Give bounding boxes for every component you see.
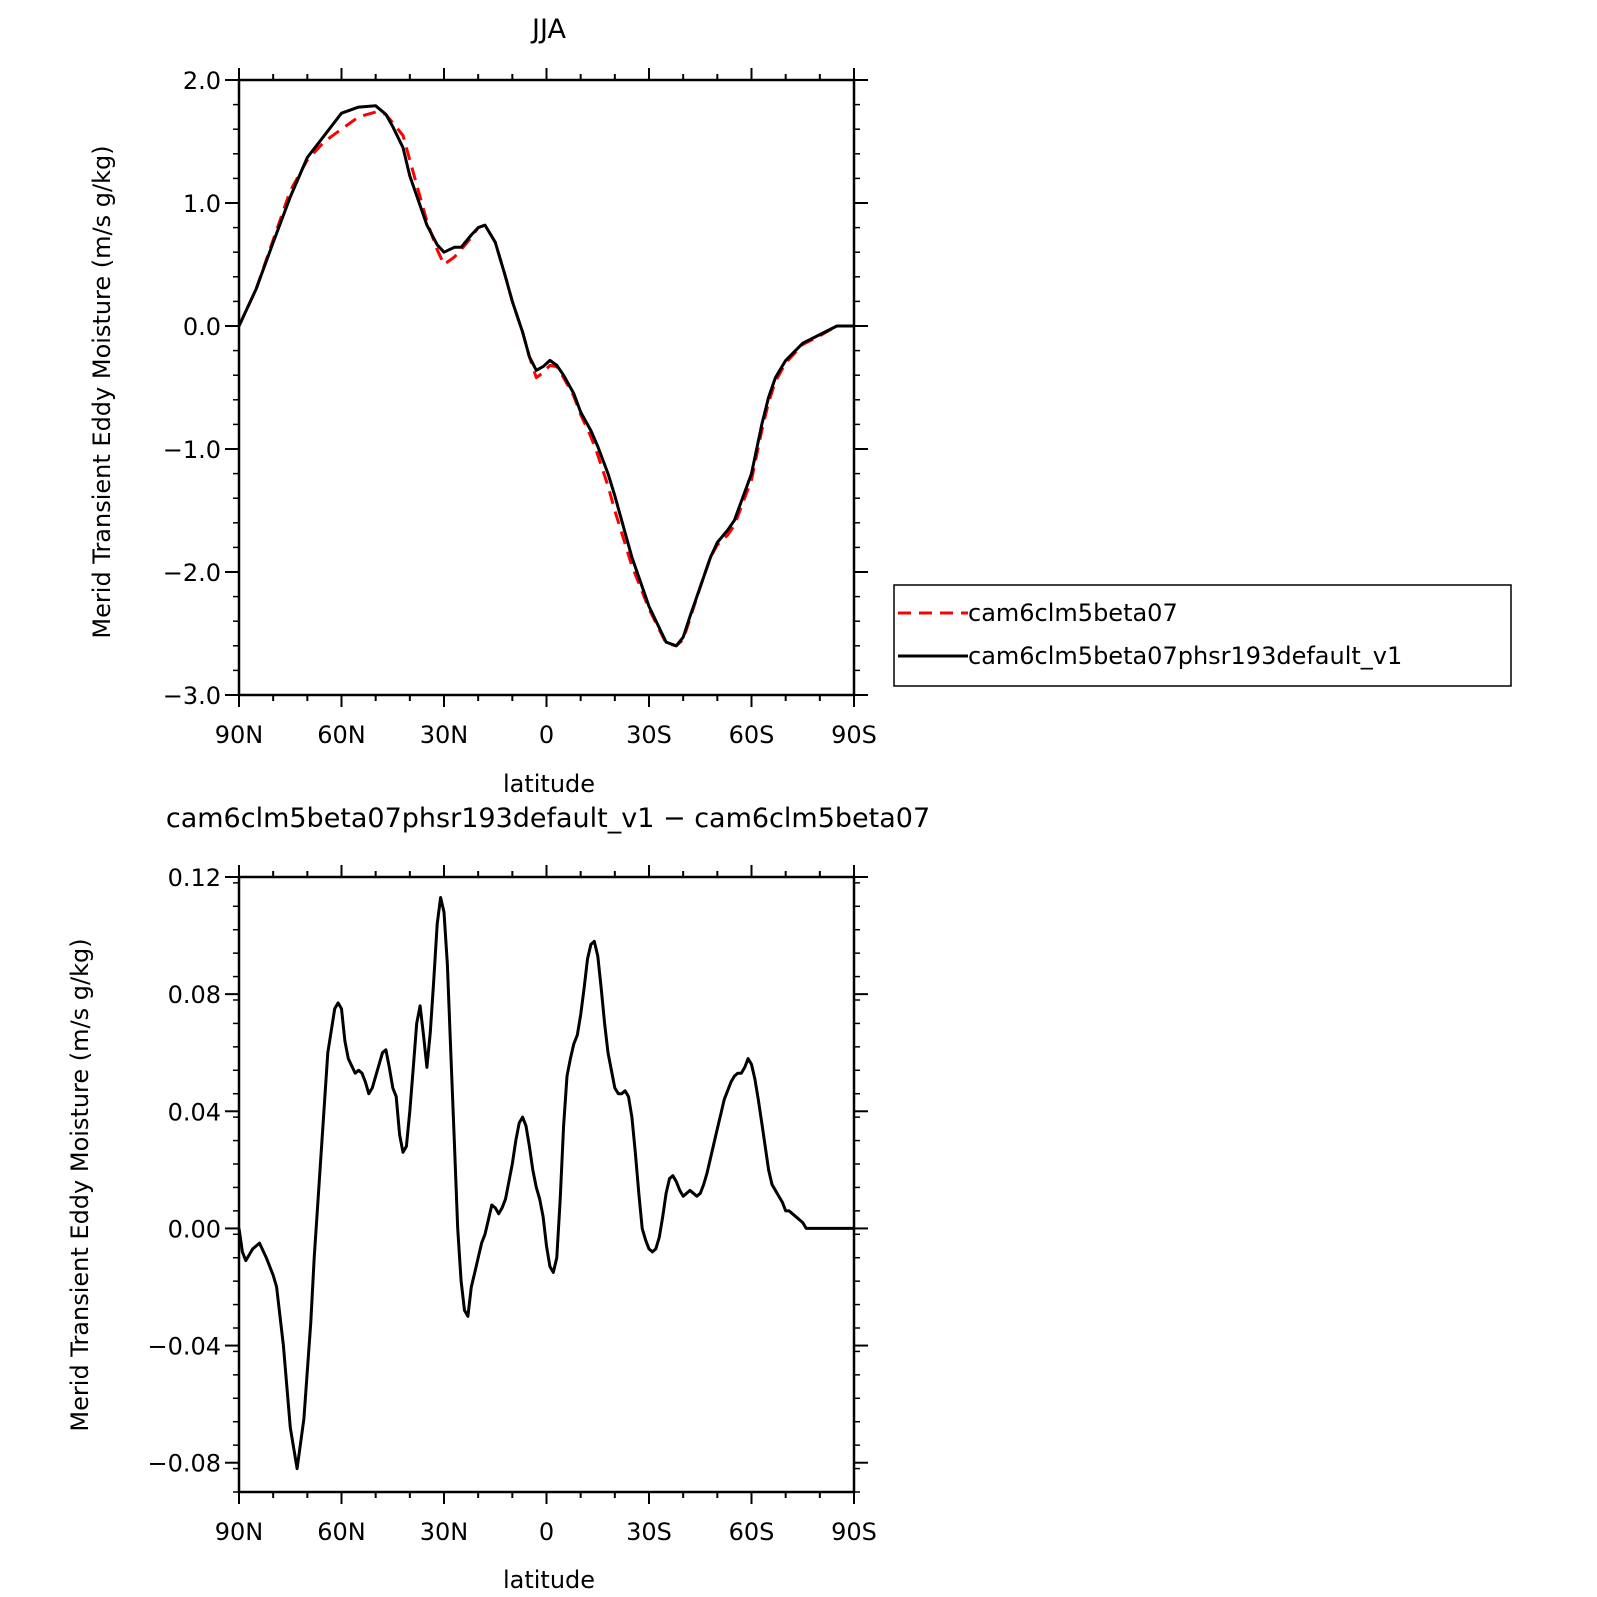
top-y-tick-label: −3.0 — [163, 682, 221, 710]
bottom-y-tick-label: −0.04 — [147, 1333, 221, 1361]
legend-label-series-1: cam6clm5beta07 — [968, 599, 1178, 627]
top-x-axis-title: latitude — [503, 770, 595, 798]
top-series-layer — [237, 104, 854, 648]
top-axis-ticks: 90N 60N 30N 0 30S 60S 90S 2.0 1.0 0.0 −1.0 −2.0 −3.0 — [163, 67, 877, 749]
top-x-tick-label: 60N — [317, 721, 366, 749]
bottom-axis-ticks: 90N 60N 30N 0 30S 60S 90S 0.12 0.08 0.04 0.00 −0.04… — [147, 864, 876, 1546]
bottom-y-tick-label: 0.12 — [168, 864, 221, 892]
legend-box — [893, 584, 1512, 687]
bottom-series-layer — [237, 896, 854, 1471]
bottom-y-tick-label: 0.04 — [168, 1098, 221, 1126]
top-y-tick-label: 1.0 — [183, 190, 221, 218]
bottom-series-line-1 — [237, 896, 854, 1471]
legend: cam6clm5beta07 cam6clm5beta07phsr193defa… — [893, 584, 1512, 687]
top-series-line-2 — [237, 104, 854, 648]
bottom-x-tick-label: 0 — [539, 1518, 554, 1546]
top-x-tick-label: 90N — [215, 721, 264, 749]
bottom-plot-frame — [237, 875, 856, 1494]
bottom-x-tick-label: 90S — [831, 1518, 877, 1546]
top-x-tick-label: 30N — [420, 721, 469, 749]
bottom-x-tick-label: 30N — [420, 1518, 469, 1546]
top-y-tick-label: 2.0 — [183, 67, 221, 95]
top-y-tick-label: −2.0 — [163, 559, 221, 587]
bottom-plot-title: cam6clm5beta07phsr193default_v1 − cam6cl… — [166, 803, 930, 834]
top-y-tick-label: 0.0 — [183, 313, 221, 341]
top-x-tick-label: 0 — [539, 721, 554, 749]
bottom-y-axis-title: Merid Transient Eddy Moisture (m/s g/kg) — [66, 938, 94, 1431]
legend-label-series-2: cam6clm5beta07phsr193default_v1 — [968, 642, 1402, 670]
top-x-tick-label: 30S — [626, 721, 672, 749]
bottom-panel: cam6clm5beta07phsr193default_v1 − cam6cl… — [66, 803, 930, 1594]
top-x-tick-label: 90S — [831, 721, 877, 749]
bottom-y-tick-label: −0.08 — [147, 1450, 221, 1478]
top-x-tick-label: 60S — [729, 721, 775, 749]
top-plot-frame — [237, 78, 856, 697]
top-panel: JJA Merid Transient Eddy Moisture (m/s g… — [88, 14, 877, 798]
top-series-line-1 — [237, 110, 854, 648]
bottom-x-axis-title: latitude — [503, 1566, 595, 1594]
bottom-y-tick-label: 0.08 — [168, 981, 221, 1009]
top-y-axis-title: Merid Transient Eddy Moisture (m/s g/kg) — [88, 145, 116, 638]
bottom-x-tick-label: 60S — [729, 1518, 775, 1546]
bottom-y-tick-label: 0.00 — [168, 1215, 221, 1243]
top-y-tick-label: −1.0 — [163, 436, 221, 464]
top-plot-title: JJA — [530, 14, 566, 45]
bottom-x-tick-label: 30S — [626, 1518, 672, 1546]
bottom-x-tick-label: 90N — [215, 1518, 264, 1546]
bottom-x-tick-label: 60N — [317, 1518, 366, 1546]
